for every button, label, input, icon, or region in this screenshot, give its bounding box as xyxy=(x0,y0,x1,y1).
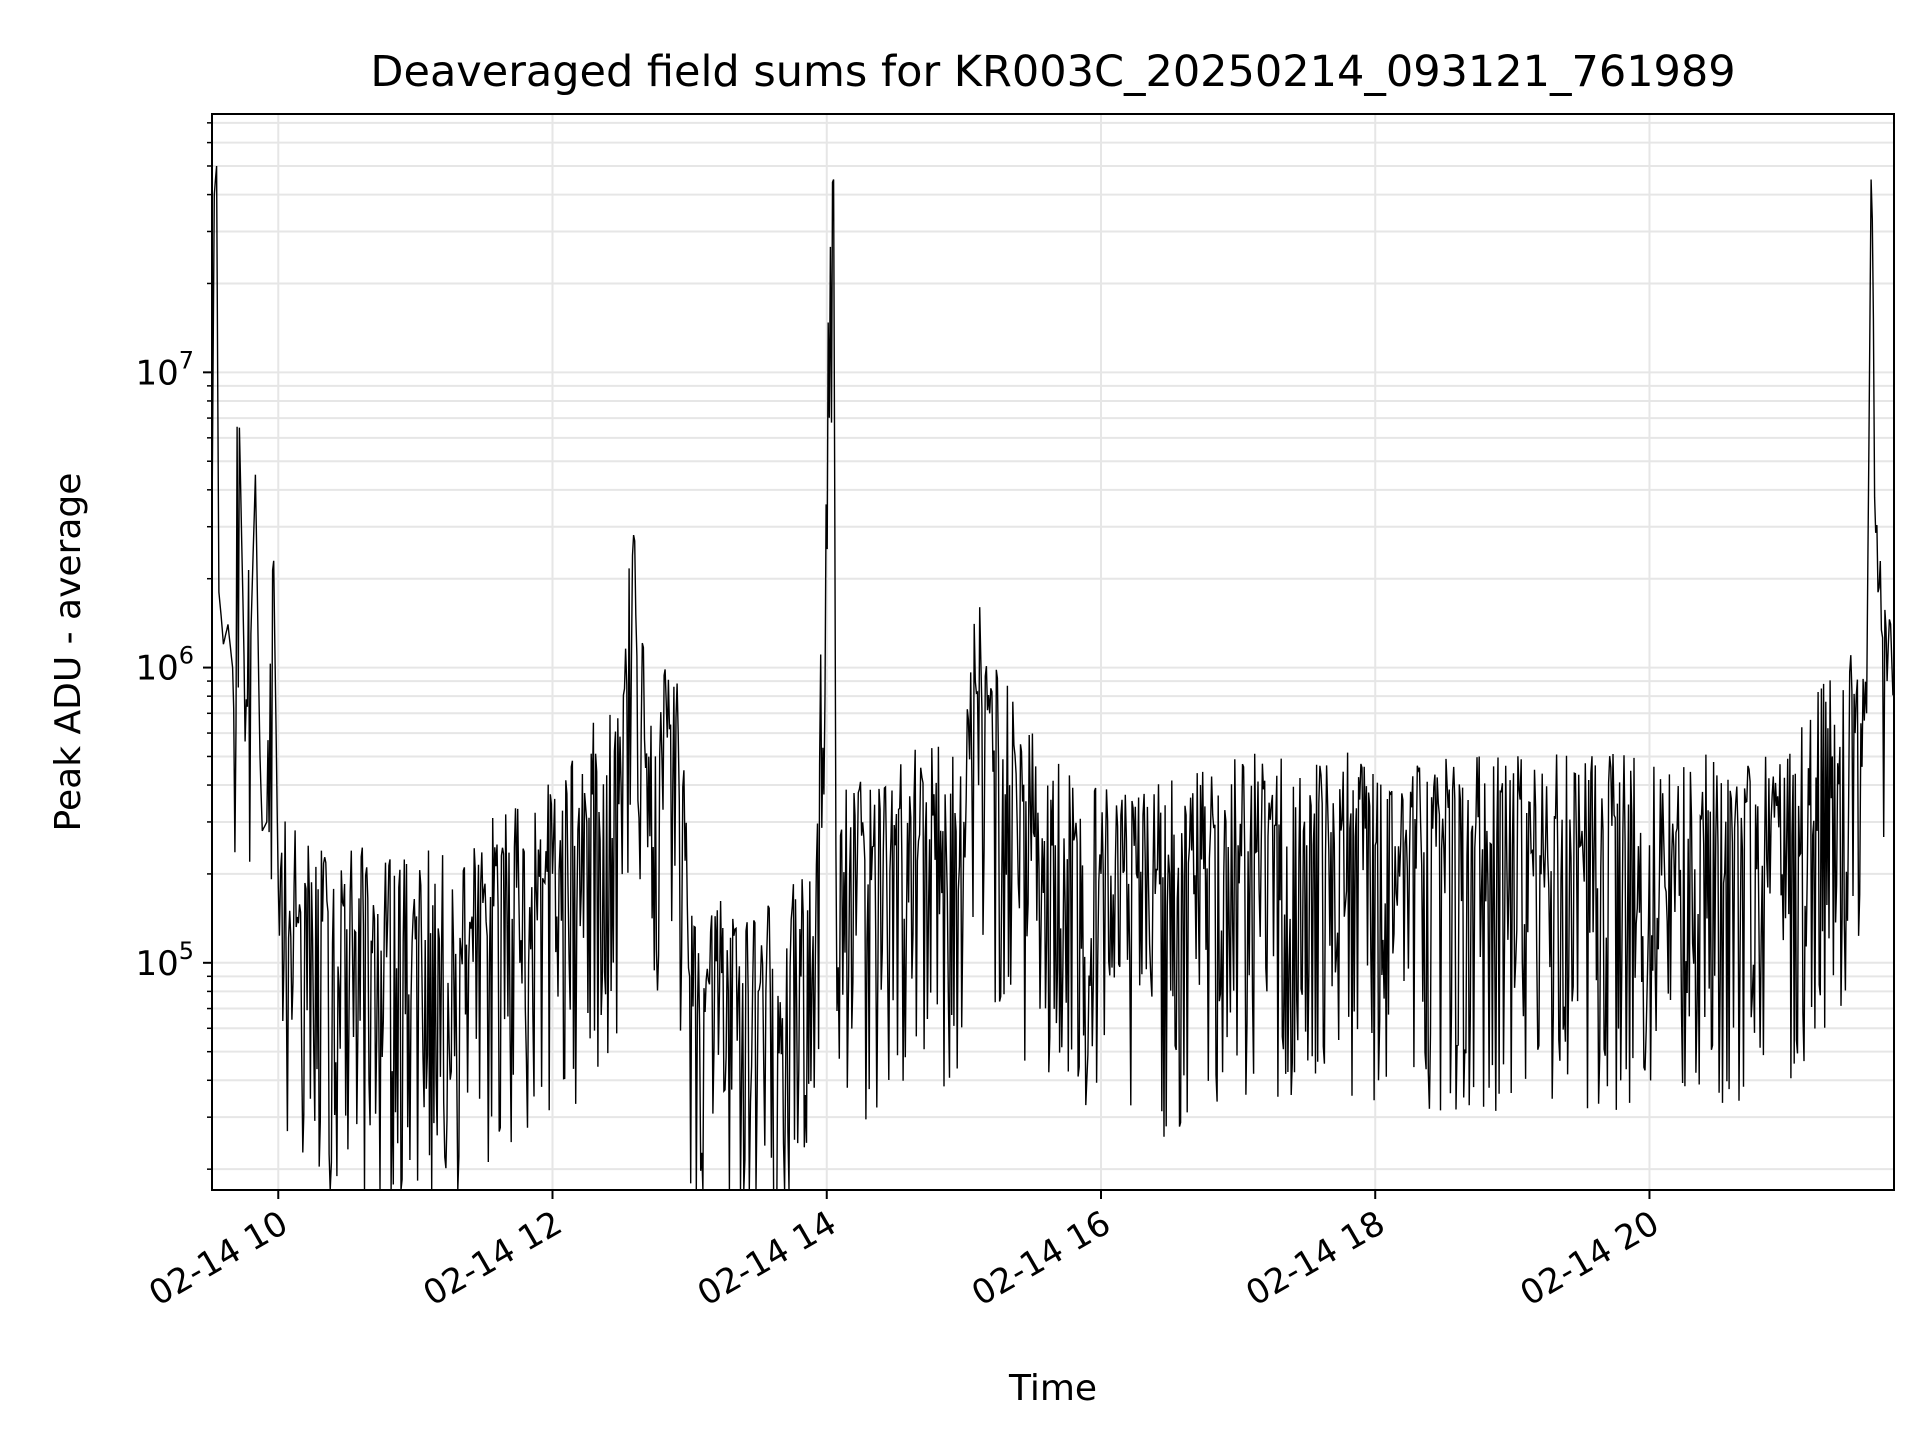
y-tick-exponent: 5 xyxy=(179,937,194,965)
y-tick-label: 107 xyxy=(135,346,194,393)
x-axis-label: Time xyxy=(1008,1368,1097,1409)
plot-frame xyxy=(211,113,1895,1191)
data-layer xyxy=(212,165,1894,1190)
y-tick-exponent: 7 xyxy=(179,346,194,374)
y-tick-base: 10 xyxy=(135,649,178,689)
y-axis-label: Peak ADU - average xyxy=(48,473,89,832)
y-tick-base: 10 xyxy=(135,353,178,393)
y-tick-label: 105 xyxy=(135,937,194,984)
chart-title: Deaveraged field sums for KR003C_2025021… xyxy=(370,47,1735,97)
y-tick-label: 106 xyxy=(135,642,194,689)
y-tick-base: 10 xyxy=(135,944,178,984)
y-tick-exponent: 6 xyxy=(179,642,194,670)
series-line xyxy=(212,165,1894,1190)
